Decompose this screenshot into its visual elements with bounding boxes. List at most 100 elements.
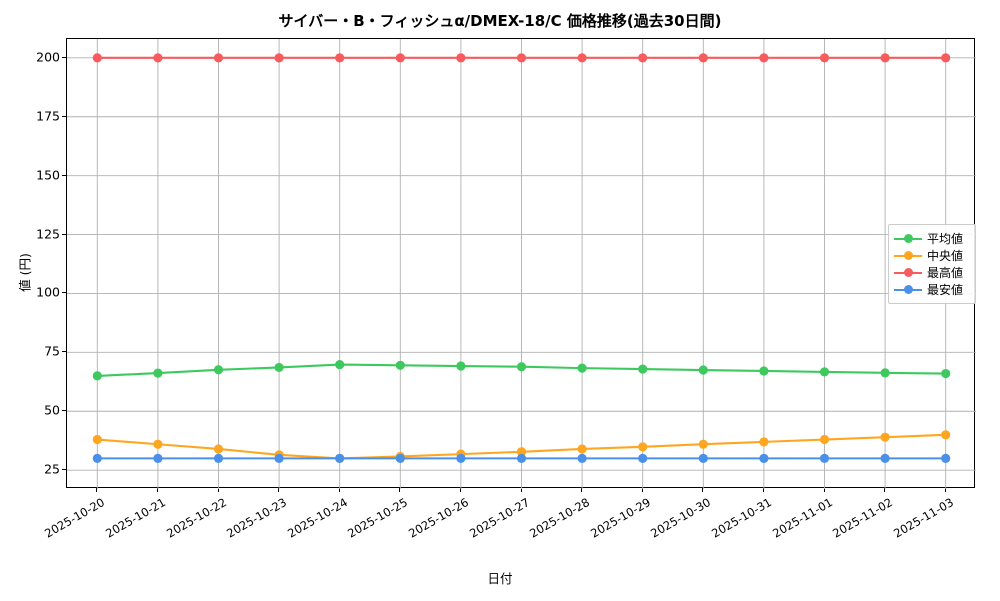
- legend-item: 最高値: [894, 264, 969, 281]
- data-point-marker: [274, 362, 284, 373]
- y-tick-label: 150: [36, 167, 60, 183]
- data-point-marker: [698, 439, 708, 449]
- data-point-marker: [759, 437, 769, 447]
- data-point-marker: [759, 453, 769, 463]
- data-point-marker: [577, 444, 587, 454]
- data-point-marker: [395, 360, 405, 370]
- data-point-marker: [153, 368, 163, 378]
- y-tick-mark: [62, 410, 66, 412]
- x-tick-mark: [884, 488, 886, 492]
- data-point-marker: [395, 453, 405, 463]
- data-point-marker: [638, 453, 648, 463]
- y-tick-mark: [62, 292, 66, 294]
- legend-label: 最安値: [927, 283, 964, 297]
- data-point-marker: [153, 439, 163, 449]
- data-point-marker: [213, 453, 224, 463]
- data-point-marker: [516, 447, 527, 457]
- data-point-marker: [941, 453, 951, 463]
- legend-item: 最安値: [894, 281, 969, 298]
- x-tick-mark: [156, 488, 158, 492]
- data-point-marker: [153, 453, 163, 463]
- x-tick-mark: [702, 488, 704, 492]
- data-point-marker: [92, 434, 102, 445]
- y-tick-mark: [62, 174, 66, 176]
- data-point-marker: [153, 53, 163, 63]
- legend-item: 中央値: [894, 247, 969, 264]
- data-point-marker: [516, 53, 527, 63]
- data-point-marker: [698, 53, 708, 63]
- data-point-marker: [638, 53, 648, 63]
- data-point-marker: [335, 360, 345, 370]
- y-tick-mark: [62, 56, 66, 58]
- data-point-marker: [456, 53, 466, 63]
- x-tick-mark: [581, 488, 583, 492]
- legend-label: 平均値: [927, 232, 964, 246]
- data-point-marker: [819, 434, 830, 445]
- y-tick-label: 175: [36, 108, 60, 124]
- x-tick-mark: [338, 488, 340, 492]
- data-point-marker: [638, 442, 648, 452]
- legend-item: 平均値: [894, 230, 969, 247]
- legend-label: 最高値: [927, 266, 964, 280]
- x-tick-mark: [762, 488, 764, 492]
- chart-title: サイバー・B・フィッシュα/DMEX-18/C 価格推移(過去30日間): [278, 12, 722, 30]
- data-point-marker: [698, 365, 708, 375]
- y-tick-label: 25: [44, 461, 60, 477]
- y-tick-label: 75: [44, 343, 60, 359]
- data-point-marker: [819, 453, 830, 463]
- data-point-marker: [880, 368, 890, 378]
- legend-swatch-icon: [894, 266, 922, 280]
- plot-area: [66, 38, 976, 489]
- legend-swatch-icon: [894, 249, 922, 263]
- data-point-marker: [456, 453, 466, 463]
- data-point-marker: [456, 361, 466, 371]
- data-point-marker: [213, 444, 224, 454]
- data-point-marker: [213, 53, 224, 63]
- data-point-marker: [92, 371, 102, 381]
- chart-legend: 平均値中央値最高値最安値: [888, 224, 976, 304]
- x-tick-mark: [459, 488, 461, 492]
- data-point-marker: [274, 453, 284, 463]
- data-point-marker: [92, 53, 102, 63]
- x-tick-mark: [641, 488, 643, 492]
- x-tick-mark: [96, 488, 98, 492]
- data-point-marker: [759, 366, 769, 376]
- data-point-marker: [577, 363, 587, 373]
- data-point-marker: [335, 453, 345, 463]
- data-point-marker: [698, 453, 708, 463]
- y-tick-label: 200: [36, 49, 60, 65]
- data-point-marker: [395, 53, 405, 63]
- data-point-marker: [819, 367, 830, 377]
- x-tick-mark: [217, 488, 219, 492]
- x-tick-mark: [823, 488, 825, 492]
- data-point-marker: [577, 453, 587, 463]
- y-tick-mark: [62, 351, 66, 353]
- x-axis-label: 日付: [487, 571, 513, 586]
- y-tick-label: 125: [36, 226, 60, 242]
- data-point-marker: [92, 453, 102, 463]
- data-point-marker: [880, 432, 890, 442]
- data-point-marker: [516, 362, 527, 372]
- legend-swatch-icon: [894, 283, 922, 297]
- data-point-marker: [638, 364, 648, 374]
- legend-label: 中央値: [927, 249, 964, 263]
- data-point-marker: [577, 53, 587, 63]
- data-point-marker: [941, 368, 951, 379]
- x-tick-mark: [944, 488, 946, 492]
- legend-swatch-icon: [894, 232, 922, 246]
- x-tick-mark: [399, 488, 401, 492]
- data-point-marker: [516, 453, 527, 463]
- x-tick-mark: [278, 488, 280, 492]
- y-tick-label: 50: [44, 402, 60, 418]
- data-point-marker: [335, 53, 345, 63]
- y-tick-label: 100: [36, 284, 60, 300]
- y-tick-mark: [62, 115, 66, 117]
- data-point-marker: [819, 53, 830, 63]
- data-point-marker: [213, 365, 224, 375]
- x-tick-mark: [520, 488, 522, 492]
- data-point-marker: [759, 53, 769, 63]
- y-tick-mark: [62, 233, 66, 235]
- data-point-marker: [941, 53, 951, 63]
